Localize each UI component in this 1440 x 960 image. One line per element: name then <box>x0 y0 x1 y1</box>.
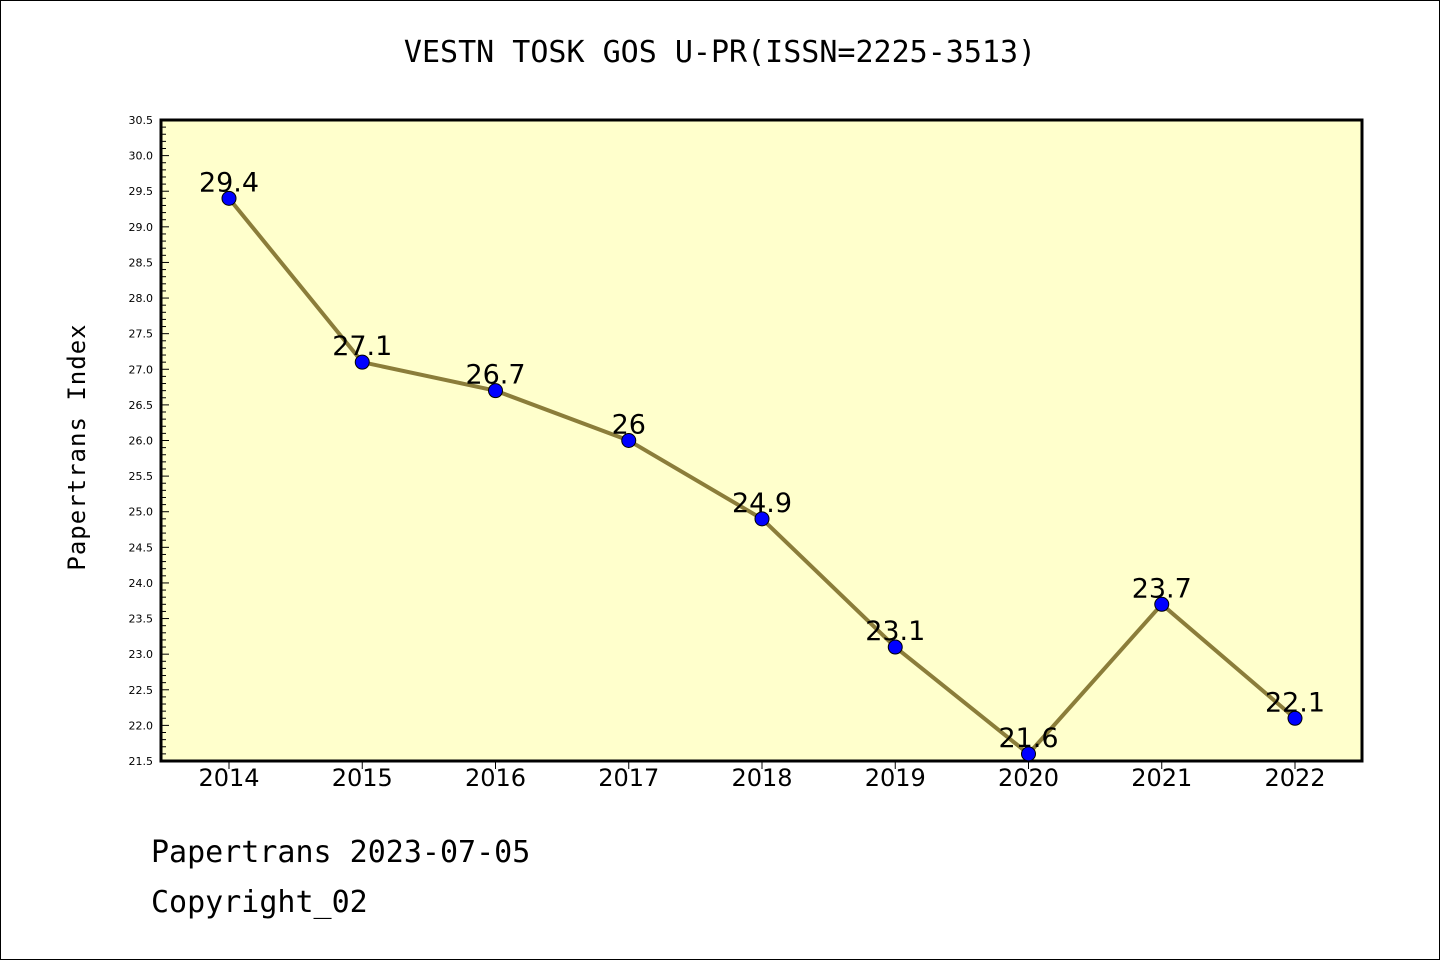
y-tick-label: 24.0 <box>129 577 154 590</box>
data-label: 21.6 <box>998 723 1058 754</box>
x-axis: 2014 2015 2016 2017 2018 2019 2020 2021 2022 <box>198 761 1326 792</box>
y-tick-label: 22.5 <box>129 684 154 697</box>
series-layer: 29.4 27.1 26.7 26 24.9 23.1 21.6 23.7 22.1 <box>199 167 1325 762</box>
data-point <box>1021 746 1036 762</box>
y-tick-label: 22.0 <box>129 719 154 732</box>
y-tick-label: 27.5 <box>129 328 154 341</box>
y-tick-label: 27.0 <box>129 363 154 376</box>
footer-copyright: Copyright_02 <box>151 885 368 920</box>
data-point <box>221 190 237 206</box>
y-tick-label: 30.0 <box>129 150 154 163</box>
data-label: 23.7 <box>1132 573 1192 604</box>
y-tick-label: 24.5 <box>129 541 154 554</box>
y-tick-label: 29.0 <box>129 221 154 234</box>
data-label: 29.4 <box>199 167 259 198</box>
y-tick-label: 25.5 <box>129 470 154 483</box>
y-tick-label: 28.5 <box>129 256 154 269</box>
data-point <box>1287 710 1303 726</box>
data-point <box>621 433 637 448</box>
x-tick-label: 2018 <box>731 764 792 792</box>
data-label: 24.9 <box>732 488 792 519</box>
y-tick-label: 25.0 <box>129 506 154 519</box>
data-point <box>754 511 770 527</box>
x-tick-label: 2019 <box>865 764 926 792</box>
footer-date: Papertrans 2023-07-05 <box>151 835 531 870</box>
data-point <box>1154 596 1170 612</box>
x-tick-label: 2021 <box>1131 764 1192 792</box>
chart-title: VESTN TOSK GOS U-PR(ISSN=2225-3513) <box>403 35 1037 70</box>
y-tick-label: 26.5 <box>129 399 154 412</box>
x-tick-label: 2017 <box>598 764 659 792</box>
y-tick-label: 30.5 <box>129 114 154 127</box>
y-tick-label: 28.0 <box>129 292 154 305</box>
data-point <box>354 354 370 370</box>
data-label: 23.1 <box>865 616 925 647</box>
x-tick-label: 2020 <box>998 764 1059 792</box>
y-tick-label: 23.0 <box>129 648 154 661</box>
x-tick-label: 2016 <box>465 764 526 792</box>
x-tick-label: 2022 <box>1264 764 1325 792</box>
x-tick-label: 2014 <box>198 764 259 792</box>
y-tick-label: 21.5 <box>129 755 154 768</box>
x-tick-label: 2015 <box>332 764 393 792</box>
y-tick-label: 29.5 <box>129 185 154 198</box>
y-tick-label: 26.0 <box>129 435 154 448</box>
y-tick-label: 23.5 <box>129 613 154 626</box>
data-label: 26 <box>612 410 646 441</box>
plot-area <box>159 118 1364 763</box>
data-label: 22.1 <box>1265 687 1325 718</box>
y-axis: 21.5 22.0 22.5 23.0 23.5 24.0 24.5 25.0 25.5 26.0… <box>129 114 169 768</box>
data-label: 27.1 <box>332 331 392 362</box>
data-label: 26.7 <box>465 360 525 391</box>
data-point <box>488 383 503 399</box>
data-point <box>887 639 903 655</box>
y-axis-label: Papertrans Index <box>63 323 91 570</box>
